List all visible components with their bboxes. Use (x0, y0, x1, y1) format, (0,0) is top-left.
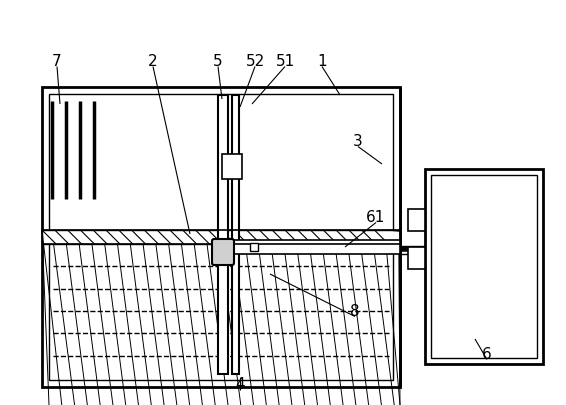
Bar (232, 96, 239, 374)
Bar (408, 209, 425, 231)
Text: 4: 4 (235, 377, 245, 392)
Bar (250, 243, 258, 252)
Bar (431, 175, 537, 358)
FancyBboxPatch shape (212, 239, 234, 265)
Bar (408, 247, 425, 269)
Text: 2: 2 (148, 54, 158, 69)
Text: 61: 61 (366, 210, 385, 225)
Text: 6: 6 (482, 347, 492, 362)
Bar (425, 170, 543, 364)
Bar (218, 96, 228, 374)
Text: 5: 5 (213, 54, 223, 69)
Bar (42, 88, 400, 387)
Text: 52: 52 (246, 54, 265, 69)
Text: 7: 7 (52, 54, 62, 69)
Text: 1: 1 (317, 54, 327, 69)
Text: 8: 8 (350, 304, 360, 319)
Text: 3: 3 (353, 134, 363, 149)
Bar (42, 230, 400, 244)
Text: 51: 51 (276, 54, 295, 69)
Bar (222, 241, 400, 254)
Bar (222, 155, 242, 179)
Bar (49, 95, 393, 380)
